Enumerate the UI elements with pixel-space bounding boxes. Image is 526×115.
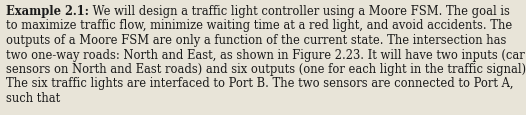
Text: to maximize traffic flow, minimize waiting time at a red light, and avoid accide: to maximize traffic flow, minimize waiti… [6,19,512,32]
Text: two one-way roads: North and East, as shown in Figure 2.23. It will have two inp: two one-way roads: North and East, as sh… [6,48,525,61]
Text: We will design a traffic light controller using a Moore FSM. The goal is: We will design a traffic light controlle… [89,5,510,18]
Text: outputs of a Moore FSM are only a function of the current state. The intersectio: outputs of a Moore FSM are only a functi… [6,34,507,47]
Text: such that: such that [6,91,60,104]
Text: Example 2.1:: Example 2.1: [6,5,89,18]
Text: sensors on North and East roads) and six outputs (one for each light in the traf: sensors on North and East roads) and six… [6,62,526,75]
Text: The six traffic lights are interfaced to Port B. The two sensors are connected t: The six traffic lights are interfaced to… [6,77,513,90]
